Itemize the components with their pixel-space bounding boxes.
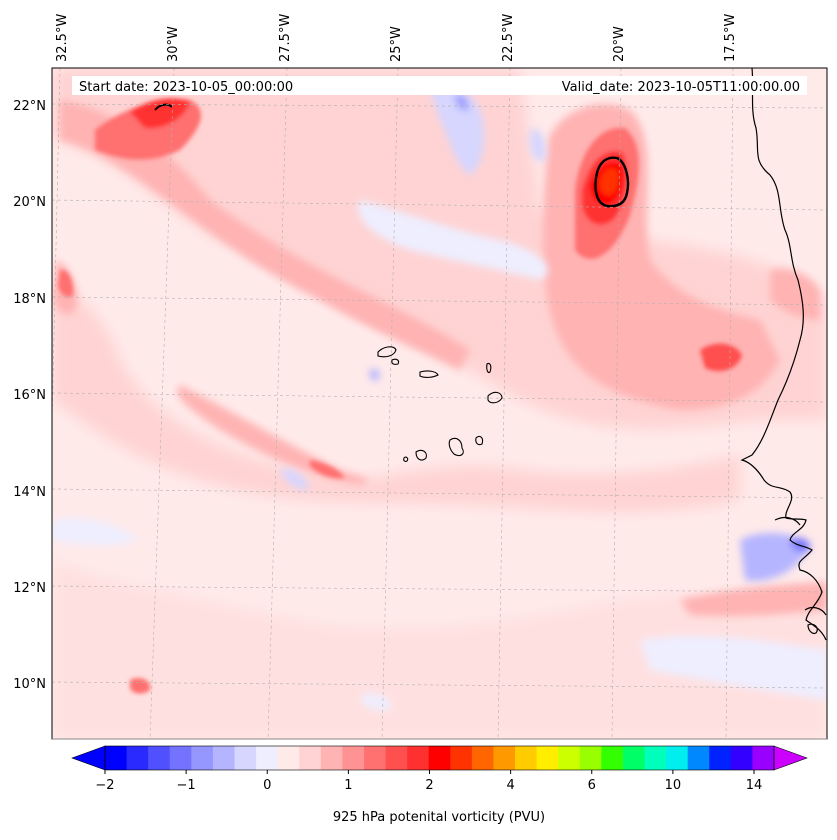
colorbar-frame bbox=[104, 745, 775, 771]
colorbar-cell bbox=[385, 746, 408, 770]
colorbar-cell bbox=[558, 746, 581, 770]
island-brava bbox=[403, 456, 409, 462]
colorbar-cell bbox=[579, 746, 602, 770]
colorbar-cell bbox=[363, 746, 387, 770]
colorbar-cell bbox=[601, 746, 624, 770]
colorbar-tick-label: 6 bbox=[588, 778, 596, 793]
colorbar-under-triangle bbox=[71, 745, 106, 771]
lon-label-22-5w: 22.5°W bbox=[501, 14, 516, 62]
lon-label-27-5w: 27.5°W bbox=[278, 14, 293, 62]
colorbar-label: 925 hPa potenital vorticity (PVU) bbox=[333, 810, 545, 825]
colorbar-cell bbox=[428, 746, 451, 770]
header-strip bbox=[72, 76, 807, 95]
lon-label-30w: 30°W bbox=[166, 26, 181, 62]
island-maio bbox=[475, 435, 484, 446]
colorbar-tick-label: 1 bbox=[344, 778, 352, 793]
colorbar-tick-label: 10 bbox=[665, 778, 682, 793]
pv-negative-areas bbox=[52, 86, 827, 711]
colorbar-cell bbox=[493, 746, 516, 770]
colorbar-cell bbox=[730, 746, 753, 770]
colorbar-cell bbox=[687, 746, 710, 770]
island-sao-nicolau bbox=[419, 370, 439, 378]
colorbar-cell bbox=[471, 746, 494, 770]
island-santo-antao bbox=[377, 346, 397, 358]
island-sao-vicente bbox=[391, 358, 400, 365]
lon-label-20w: 20°W bbox=[612, 26, 627, 62]
colorbar-cell bbox=[126, 746, 149, 770]
africa-coastline bbox=[740, 68, 827, 641]
colorbar-tick-label: 0 bbox=[263, 778, 271, 793]
valid-date-label: Valid_date: 2023-10-05T11:00:00.00 bbox=[562, 80, 800, 95]
start-date-label: Start date: 2023-10-05_00:00:00 bbox=[79, 80, 293, 95]
colorbar-cell bbox=[191, 746, 214, 770]
cabo-verde-islands bbox=[377, 346, 503, 462]
colorbar-cell bbox=[536, 746, 559, 770]
colorbar-cell bbox=[320, 746, 343, 770]
coast-detail-1 bbox=[774, 516, 801, 526]
pv-max-contour bbox=[594, 156, 630, 208]
colorbar-cell bbox=[256, 746, 279, 770]
colorbar-cell bbox=[342, 746, 365, 770]
colorbar-cell bbox=[450, 746, 473, 770]
colorbar-cells bbox=[105, 746, 775, 770]
colorbar-cell bbox=[299, 746, 322, 770]
graticule bbox=[52, 68, 827, 739]
colorbar-tick-label: −2 bbox=[95, 778, 114, 793]
colorbar-tick-label: 2 bbox=[425, 778, 433, 793]
colorbar-cell bbox=[752, 746, 775, 770]
lon-label-17-5w: 17.5°W bbox=[723, 14, 738, 62]
lat-label-10n: 10°N bbox=[13, 677, 46, 692]
colorbar-cell bbox=[644, 746, 667, 770]
lat-label-16n: 16°N bbox=[13, 388, 46, 403]
coastlines bbox=[740, 68, 827, 641]
colorbar-over-triangle bbox=[773, 745, 808, 771]
colorbar-cell bbox=[277, 746, 300, 770]
lat-label-18n: 18°N bbox=[13, 292, 46, 307]
colorbar-tick-label: 14 bbox=[746, 778, 763, 793]
colorbar-cell bbox=[407, 746, 430, 770]
colorbar-tick-label: 4 bbox=[506, 778, 514, 793]
lat-label-12n: 12°N bbox=[13, 581, 46, 596]
lat-label-22n: 22°N bbox=[13, 99, 46, 114]
lat-label-20n: 20°N bbox=[13, 195, 46, 210]
latitude-labels: 22°N 20°N 18°N 16°N 14°N 12°N 10°N bbox=[13, 99, 46, 692]
lon-label-32-5w: 32.5°W bbox=[55, 14, 70, 62]
colorbar-cell bbox=[234, 746, 257, 770]
island-sal bbox=[486, 362, 492, 374]
colorbar-cell bbox=[515, 746, 538, 770]
pv-field bbox=[52, 68, 827, 739]
colorbar-cell bbox=[709, 746, 732, 770]
lon-label-25w: 25°W bbox=[389, 26, 404, 62]
lat-label-14n: 14°N bbox=[13, 485, 46, 500]
pv-red-areas bbox=[58, 98, 742, 694]
pv-contour-small bbox=[154, 103, 173, 111]
colorbar-cell bbox=[105, 746, 128, 770]
colorbar-cell bbox=[622, 746, 646, 770]
colorbar-cell bbox=[666, 746, 689, 770]
coast-detail-3 bbox=[807, 623, 818, 635]
longitude-labels: 32.5°W 30°W 27.5°W 25°W 22.5°W 20°W 17.5… bbox=[55, 14, 738, 62]
colorbar-cell bbox=[169, 746, 192, 770]
colorbar-cell bbox=[148, 746, 171, 770]
colorbar-ticks: −2 −1 0 1 2 4 6 10 14 bbox=[95, 770, 762, 793]
island-boa-vista bbox=[487, 391, 503, 404]
island-fogo bbox=[415, 449, 427, 461]
colorbar-cell bbox=[212, 746, 235, 770]
island-santiago bbox=[448, 437, 464, 457]
coast-detail-2 bbox=[804, 606, 827, 616]
map-panel: Start date: 2023-10-05_00:00:00 Valid_da… bbox=[13, 14, 828, 740]
colorbar: −2 −1 0 1 2 4 6 10 14 925 hPa potenital vorticit… bbox=[71, 745, 808, 825]
colorbar-tick-label: −1 bbox=[177, 778, 196, 793]
